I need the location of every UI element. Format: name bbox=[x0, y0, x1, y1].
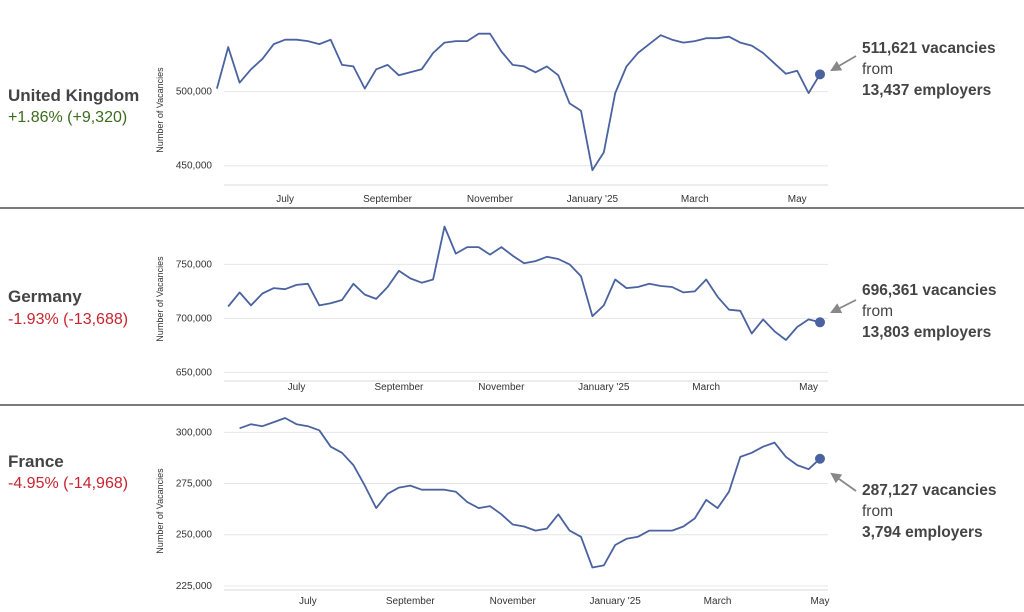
callout: 696,361 vacancies from 13,803 employers bbox=[862, 280, 1024, 343]
callout-employers: 13,803 employers bbox=[862, 324, 992, 341]
y-axis-label: Number of Vacancies bbox=[155, 67, 165, 153]
callout-vacancies: 287,127 vacancies bbox=[862, 482, 997, 499]
x-tick-label: July bbox=[288, 382, 306, 393]
x-tick-label: May bbox=[788, 194, 807, 205]
france-chart: 225,000 250,000 275,000 300,000 Number of Va… bbox=[155, 417, 857, 607]
latest-point bbox=[815, 69, 825, 80]
callout-from: from bbox=[862, 61, 893, 78]
y-axis-label: Number of Vacancies bbox=[155, 256, 165, 342]
germany-chart: 650,000 700,000 750,000 Number of Vacancies… bbox=[155, 225, 857, 393]
x-tick-label: September bbox=[363, 194, 413, 205]
y-tick-label: 275,000 bbox=[176, 479, 213, 490]
x-tick-label: March bbox=[681, 194, 709, 205]
y-tick-label: 700,000 bbox=[176, 313, 213, 324]
y-tick-label: 750,000 bbox=[176, 259, 213, 270]
x-tick-label: May bbox=[799, 382, 818, 393]
change-percent: -1.93% (-13,688) bbox=[8, 311, 129, 328]
callout-employers: 13,437 employers bbox=[862, 82, 992, 99]
callout-arrow bbox=[830, 472, 857, 492]
x-tick-label: March bbox=[692, 382, 720, 393]
x-tick-label: November bbox=[478, 382, 525, 393]
y-tick-label: 250,000 bbox=[176, 530, 213, 541]
callout-from: from bbox=[862, 303, 893, 320]
x-tick-label: September bbox=[386, 596, 436, 607]
x-tick-label: January '25 bbox=[567, 194, 619, 205]
x-tick-label: January '25 bbox=[578, 382, 630, 393]
callout: 511,621 vacancies from 13,437 employers bbox=[862, 38, 1024, 101]
panel-united-kingdom: United Kingdom +1.86% (+9,320) 450,000 50… bbox=[0, 0, 1024, 206]
x-tick-label: November bbox=[467, 194, 514, 205]
x-tick-label: November bbox=[490, 596, 537, 607]
latest-point bbox=[815, 453, 825, 464]
callout-vacancies: 511,621 vacancies bbox=[862, 40, 996, 57]
divider bbox=[0, 404, 1024, 406]
uk-chart: 450,000 500,000 Number of Vacancies July Sep… bbox=[155, 32, 857, 205]
callout-arrow bbox=[830, 299, 857, 313]
callout-employers: 3,794 employers bbox=[862, 524, 983, 541]
divider bbox=[0, 207, 1024, 209]
y-tick-label: 500,000 bbox=[176, 87, 213, 98]
change-percent: -4.95% (-14,968) bbox=[8, 475, 129, 492]
callout-arrow bbox=[830, 55, 857, 72]
x-tick-label: May bbox=[811, 596, 830, 607]
y-tick-label: 300,000 bbox=[176, 427, 213, 438]
series-line bbox=[227, 225, 821, 341]
x-tick-label: July bbox=[299, 596, 317, 607]
series-line bbox=[239, 417, 821, 569]
x-tick-label: January '25 bbox=[589, 596, 641, 607]
country-name: Germany bbox=[8, 287, 82, 306]
change-percent: +1.86% (+9,320) bbox=[8, 109, 128, 126]
callout-from: from bbox=[862, 503, 893, 520]
panel-germany: Germany -1.93% (-13,688) 650,000 700,000 7… bbox=[0, 209, 1024, 404]
panel-france: France -4.95% (-14,968) 225,000 250,000 27… bbox=[0, 406, 1024, 612]
y-axis-label: Number of Vacancies bbox=[155, 468, 165, 554]
callout-vacancies: 696,361 vacancies bbox=[862, 282, 997, 299]
y-tick-label: 225,000 bbox=[176, 581, 213, 592]
y-tick-label: 650,000 bbox=[176, 367, 213, 378]
y-tick-label: 450,000 bbox=[176, 161, 213, 172]
x-tick-label: March bbox=[704, 596, 732, 607]
country-name: United Kingdom bbox=[8, 86, 140, 105]
latest-point bbox=[815, 317, 825, 328]
x-tick-label: July bbox=[276, 194, 294, 205]
x-tick-label: September bbox=[374, 382, 424, 393]
country-name: France bbox=[8, 452, 64, 471]
callout: 287,127 vacancies from 3,794 employers bbox=[862, 480, 1024, 543]
series-line bbox=[216, 32, 821, 172]
